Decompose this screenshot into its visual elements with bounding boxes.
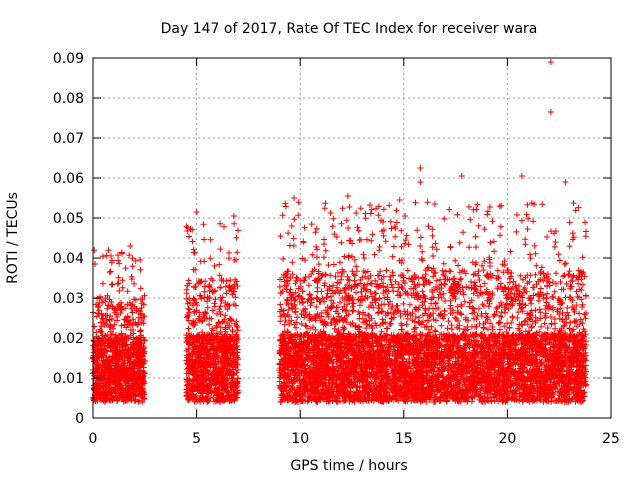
y-tick-label: 0.06 [53, 171, 84, 187]
plot-frame [92, 57, 612, 419]
y-tick-label: 0.04 [53, 251, 84, 267]
x-tick-label: 0 [89, 431, 98, 447]
x-tick-label: 5 [192, 431, 201, 447]
y-tick-label: 0.03 [53, 291, 84, 307]
x-tick-label: 15 [395, 431, 413, 447]
y-tick-label: 0.08 [53, 91, 84, 107]
y-tick-label: 0 [75, 411, 84, 427]
y-tick-label: 0.01 [53, 371, 84, 387]
y-tick-label: 0.07 [53, 131, 84, 147]
data-point-markers [90, 59, 590, 405]
y-tick-label: 0.09 [53, 51, 84, 67]
data-points [90, 59, 590, 405]
x-tick-label: 20 [498, 431, 516, 447]
x-tick-label: 10 [291, 431, 309, 447]
chart-title: Day 147 of 2017, Rate Of TEC Index for r… [161, 21, 538, 37]
y-axis-label: ROTI / TECUs [5, 192, 21, 284]
axis-ticks: 0 0.01 0.02 0.03 0.04 0.05 0.06 0.07 0.08 0.09 0 5 1… [53, 51, 620, 447]
y-tick-label: 0.05 [53, 211, 84, 227]
x-axis-label: GPS time / hours [290, 458, 407, 474]
x-tick-label: 25 [602, 431, 620, 447]
y-tick-label: 0.02 [53, 331, 84, 347]
